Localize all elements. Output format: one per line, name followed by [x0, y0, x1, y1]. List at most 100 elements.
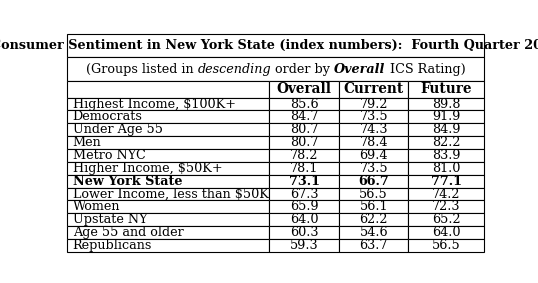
Text: 72.3: 72.3: [432, 200, 461, 213]
Text: 78.2: 78.2: [290, 149, 318, 162]
Polygon shape: [67, 110, 270, 123]
Text: Men: Men: [73, 136, 102, 149]
Text: 56.1: 56.1: [359, 200, 388, 213]
Polygon shape: [67, 149, 270, 162]
Text: 74.3: 74.3: [359, 123, 388, 136]
Polygon shape: [67, 188, 270, 200]
Polygon shape: [408, 213, 484, 226]
Text: 80.7: 80.7: [290, 123, 318, 136]
Polygon shape: [339, 162, 408, 175]
Polygon shape: [408, 81, 484, 98]
Polygon shape: [408, 123, 484, 136]
Text: New York State: New York State: [73, 175, 182, 188]
Text: 60.3: 60.3: [290, 226, 318, 239]
Polygon shape: [270, 213, 339, 226]
Polygon shape: [270, 162, 339, 175]
Text: Higher Income, $50K+: Higher Income, $50K+: [73, 162, 222, 175]
Polygon shape: [270, 188, 339, 200]
Polygon shape: [67, 200, 270, 213]
Text: Consumer Sentiment in New York State (index numbers):  Fourth Quarter 2021: Consumer Sentiment in New York State (in…: [0, 39, 538, 52]
Polygon shape: [408, 188, 484, 200]
Text: 73.5: 73.5: [359, 162, 388, 175]
Polygon shape: [270, 81, 339, 98]
Text: 84.9: 84.9: [432, 123, 461, 136]
Polygon shape: [339, 175, 408, 188]
Polygon shape: [339, 239, 408, 252]
Polygon shape: [339, 213, 408, 226]
Text: Women: Women: [73, 200, 120, 213]
Polygon shape: [270, 110, 339, 123]
Text: 83.9: 83.9: [432, 149, 461, 162]
Text: 89.8: 89.8: [432, 98, 461, 111]
Polygon shape: [67, 123, 270, 136]
Text: 65.2: 65.2: [432, 213, 461, 226]
Text: 62.2: 62.2: [359, 213, 388, 226]
Text: Upstate NY: Upstate NY: [73, 213, 147, 226]
Text: 84.7: 84.7: [290, 110, 318, 123]
Polygon shape: [270, 200, 339, 213]
Text: 78.4: 78.4: [359, 136, 388, 149]
Text: 79.2: 79.2: [359, 98, 388, 111]
Text: 63.7: 63.7: [359, 239, 388, 252]
Polygon shape: [339, 98, 408, 110]
Text: 77.1: 77.1: [431, 175, 462, 188]
Polygon shape: [67, 175, 270, 188]
Text: Republicans: Republicans: [73, 239, 152, 252]
Polygon shape: [67, 239, 270, 252]
Text: descending: descending: [197, 63, 271, 76]
Polygon shape: [270, 123, 339, 136]
Text: Future: Future: [421, 82, 472, 96]
Polygon shape: [67, 81, 270, 98]
Text: 67.3: 67.3: [290, 188, 318, 201]
Polygon shape: [67, 98, 270, 110]
Polygon shape: [408, 110, 484, 123]
Polygon shape: [408, 175, 484, 188]
Text: 82.2: 82.2: [432, 136, 461, 149]
Text: 56.5: 56.5: [432, 239, 461, 252]
Text: 80.7: 80.7: [290, 136, 318, 149]
Polygon shape: [67, 136, 270, 149]
Text: 78.1: 78.1: [290, 162, 318, 175]
Polygon shape: [339, 81, 408, 98]
Text: 65.9: 65.9: [290, 200, 318, 213]
Text: 73.5: 73.5: [359, 110, 388, 123]
Text: ICS Rating): ICS Rating): [386, 63, 465, 76]
Polygon shape: [270, 136, 339, 149]
Polygon shape: [270, 239, 339, 252]
Polygon shape: [339, 110, 408, 123]
Polygon shape: [408, 136, 484, 149]
Text: 74.2: 74.2: [432, 188, 461, 201]
Text: Democrats: Democrats: [73, 110, 143, 123]
Text: Under Age 55: Under Age 55: [73, 123, 162, 136]
Polygon shape: [339, 200, 408, 213]
Text: 66.7: 66.7: [358, 175, 389, 188]
Polygon shape: [408, 226, 484, 239]
Text: Metro NYC: Metro NYC: [73, 149, 145, 162]
Text: 54.6: 54.6: [359, 226, 388, 239]
Text: 73.1: 73.1: [289, 175, 320, 188]
Polygon shape: [270, 149, 339, 162]
Text: Current: Current: [344, 82, 404, 96]
Text: 69.4: 69.4: [359, 149, 388, 162]
Polygon shape: [408, 239, 484, 252]
Text: 85.6: 85.6: [290, 98, 318, 111]
Polygon shape: [339, 123, 408, 136]
Polygon shape: [67, 226, 270, 239]
Text: (Groups listed in: (Groups listed in: [86, 63, 197, 76]
Polygon shape: [67, 162, 270, 175]
Polygon shape: [270, 226, 339, 239]
Polygon shape: [270, 98, 339, 110]
Polygon shape: [339, 149, 408, 162]
Polygon shape: [67, 213, 270, 226]
Text: Lower Income, less than $50K: Lower Income, less than $50K: [73, 188, 268, 201]
Polygon shape: [339, 188, 408, 200]
Polygon shape: [339, 136, 408, 149]
Polygon shape: [408, 98, 484, 110]
Text: 56.5: 56.5: [359, 188, 388, 201]
Text: Overall: Overall: [277, 82, 332, 96]
Text: Highest Income, $100K+: Highest Income, $100K+: [73, 98, 236, 111]
Text: Age 55 and older: Age 55 and older: [73, 226, 183, 239]
Polygon shape: [408, 149, 484, 162]
Text: order by: order by: [271, 63, 334, 76]
Text: Overall: Overall: [334, 63, 386, 76]
